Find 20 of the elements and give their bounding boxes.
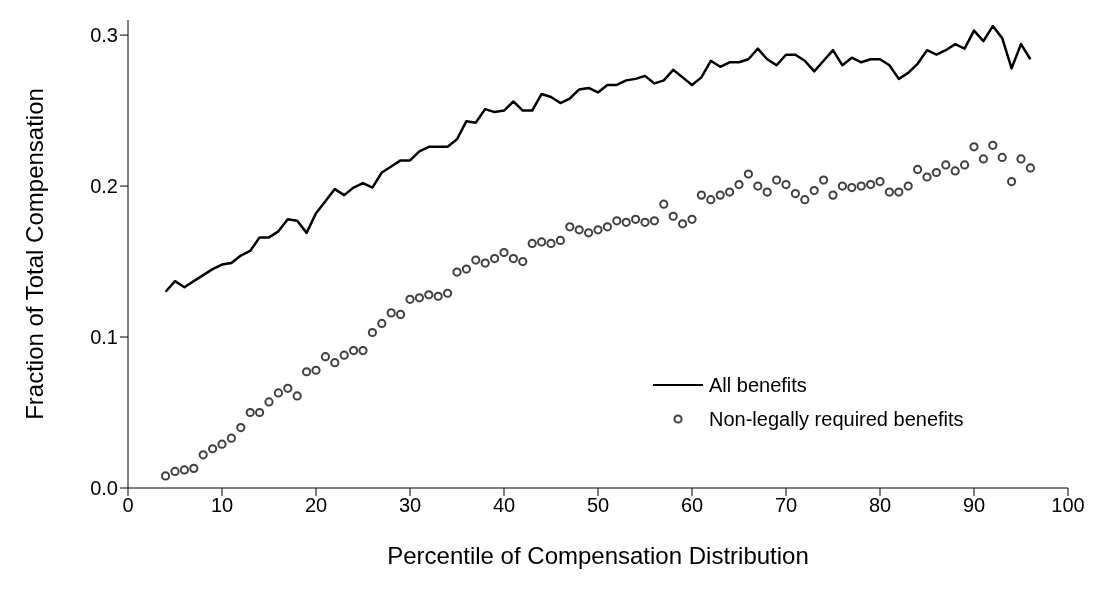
y-tick-label: 0.0 — [90, 477, 118, 500]
x-axis-title: Percentile of Compensation Distribution — [387, 542, 809, 569]
x-tick-label: 10 — [210, 494, 234, 517]
x-tick-label: 60 — [680, 494, 704, 517]
x-tick-label: 30 — [398, 494, 422, 517]
x-tick-label: 0 — [122, 494, 134, 517]
legend-label: All benefits — [709, 373, 807, 397]
line-series — [164, 24, 1032, 293]
x-tick-label: 100 — [1051, 494, 1085, 517]
y-axis-title: Fraction of Total Compensation — [20, 88, 48, 420]
x-tick-label: 80 — [868, 494, 892, 517]
x-tick-label: 20 — [304, 494, 328, 517]
x-tick-label: 40 — [492, 494, 516, 517]
y-tick-label: 0.1 — [90, 326, 118, 349]
y-tick-label: 0.2 — [90, 175, 118, 198]
x-tick-label: 70 — [774, 494, 798, 517]
y-tick-label: 0.3 — [90, 24, 118, 47]
x-tick-label: 90 — [962, 494, 986, 517]
x-tick-label: 50 — [586, 494, 610, 517]
legend-label: Non-legally required benefits — [709, 407, 964, 431]
